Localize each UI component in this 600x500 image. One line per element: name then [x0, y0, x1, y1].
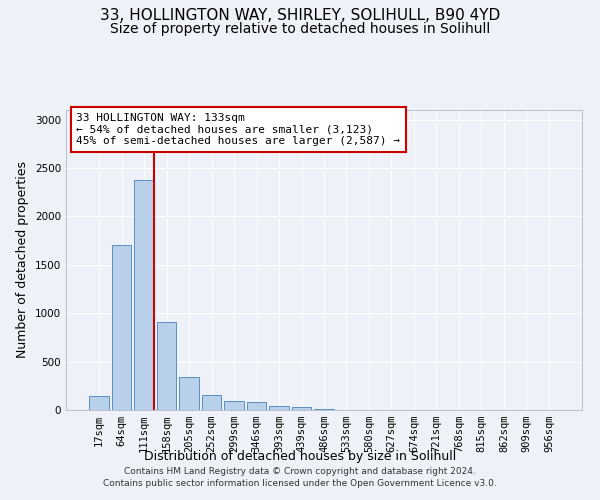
Bar	[224, 402, 244, 410]
Text: Contains HM Land Registry data © Crown copyright and database right 2024.
Contai: Contains HM Land Registry data © Crown c…	[103, 466, 497, 487]
Bar	[292, 407, 311, 410]
Text: Size of property relative to detached houses in Solihull: Size of property relative to detached ho…	[110, 22, 490, 36]
Bar	[157, 322, 176, 410]
Text: Distribution of detached houses by size in Solihull: Distribution of detached houses by size …	[144, 450, 456, 463]
Bar	[202, 394, 221, 410]
Y-axis label: Number of detached properties: Number of detached properties	[16, 162, 29, 358]
Bar	[89, 396, 109, 410]
Bar	[112, 246, 131, 410]
Bar	[247, 402, 266, 410]
Bar	[179, 376, 199, 410]
Bar	[314, 408, 334, 410]
Bar	[269, 406, 289, 410]
Text: 33, HOLLINGTON WAY, SHIRLEY, SOLIHULL, B90 4YD: 33, HOLLINGTON WAY, SHIRLEY, SOLIHULL, B…	[100, 8, 500, 22]
Bar	[134, 180, 154, 410]
Text: 33 HOLLINGTON WAY: 133sqm
← 54% of detached houses are smaller (3,123)
45% of se: 33 HOLLINGTON WAY: 133sqm ← 54% of detac…	[76, 113, 400, 146]
